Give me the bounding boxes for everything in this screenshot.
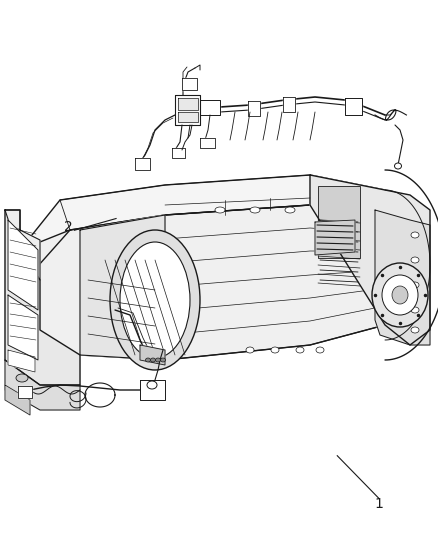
Ellipse shape (246, 347, 254, 353)
Polygon shape (18, 386, 32, 398)
Polygon shape (345, 98, 362, 115)
Ellipse shape (147, 381, 157, 389)
Ellipse shape (411, 282, 419, 288)
Ellipse shape (285, 207, 295, 213)
Polygon shape (310, 175, 430, 345)
Polygon shape (8, 220, 38, 310)
Ellipse shape (411, 307, 419, 313)
Polygon shape (248, 101, 260, 116)
Ellipse shape (160, 358, 166, 362)
Ellipse shape (316, 347, 324, 353)
Polygon shape (200, 138, 215, 148)
Ellipse shape (145, 358, 151, 362)
Polygon shape (283, 97, 295, 112)
Polygon shape (8, 350, 35, 372)
Text: 1: 1 (374, 497, 383, 511)
Ellipse shape (120, 242, 190, 358)
Polygon shape (140, 380, 165, 400)
Ellipse shape (155, 358, 160, 362)
Polygon shape (175, 95, 200, 125)
Polygon shape (178, 112, 198, 122)
Polygon shape (375, 210, 430, 345)
Ellipse shape (372, 263, 428, 327)
Ellipse shape (411, 327, 419, 333)
Polygon shape (5, 385, 30, 415)
Bar (318, 186, 360, 258)
Ellipse shape (395, 163, 402, 169)
Polygon shape (80, 215, 165, 360)
Ellipse shape (392, 286, 408, 304)
Ellipse shape (382, 275, 418, 315)
Text: 2: 2 (64, 220, 72, 233)
Ellipse shape (151, 358, 155, 362)
Polygon shape (5, 210, 40, 280)
Polygon shape (315, 220, 355, 255)
Polygon shape (20, 205, 385, 360)
Ellipse shape (296, 347, 304, 353)
Ellipse shape (411, 232, 419, 238)
Ellipse shape (215, 207, 225, 213)
Ellipse shape (110, 230, 200, 370)
Polygon shape (135, 158, 150, 170)
Polygon shape (5, 210, 80, 385)
Polygon shape (20, 175, 385, 275)
Polygon shape (140, 345, 165, 365)
Polygon shape (178, 98, 198, 110)
Polygon shape (5, 360, 80, 410)
Polygon shape (172, 148, 185, 158)
Polygon shape (8, 295, 38, 360)
Ellipse shape (16, 374, 28, 382)
Ellipse shape (250, 207, 260, 213)
Ellipse shape (271, 347, 279, 353)
Polygon shape (200, 100, 220, 115)
Polygon shape (182, 78, 197, 90)
Ellipse shape (411, 257, 419, 263)
